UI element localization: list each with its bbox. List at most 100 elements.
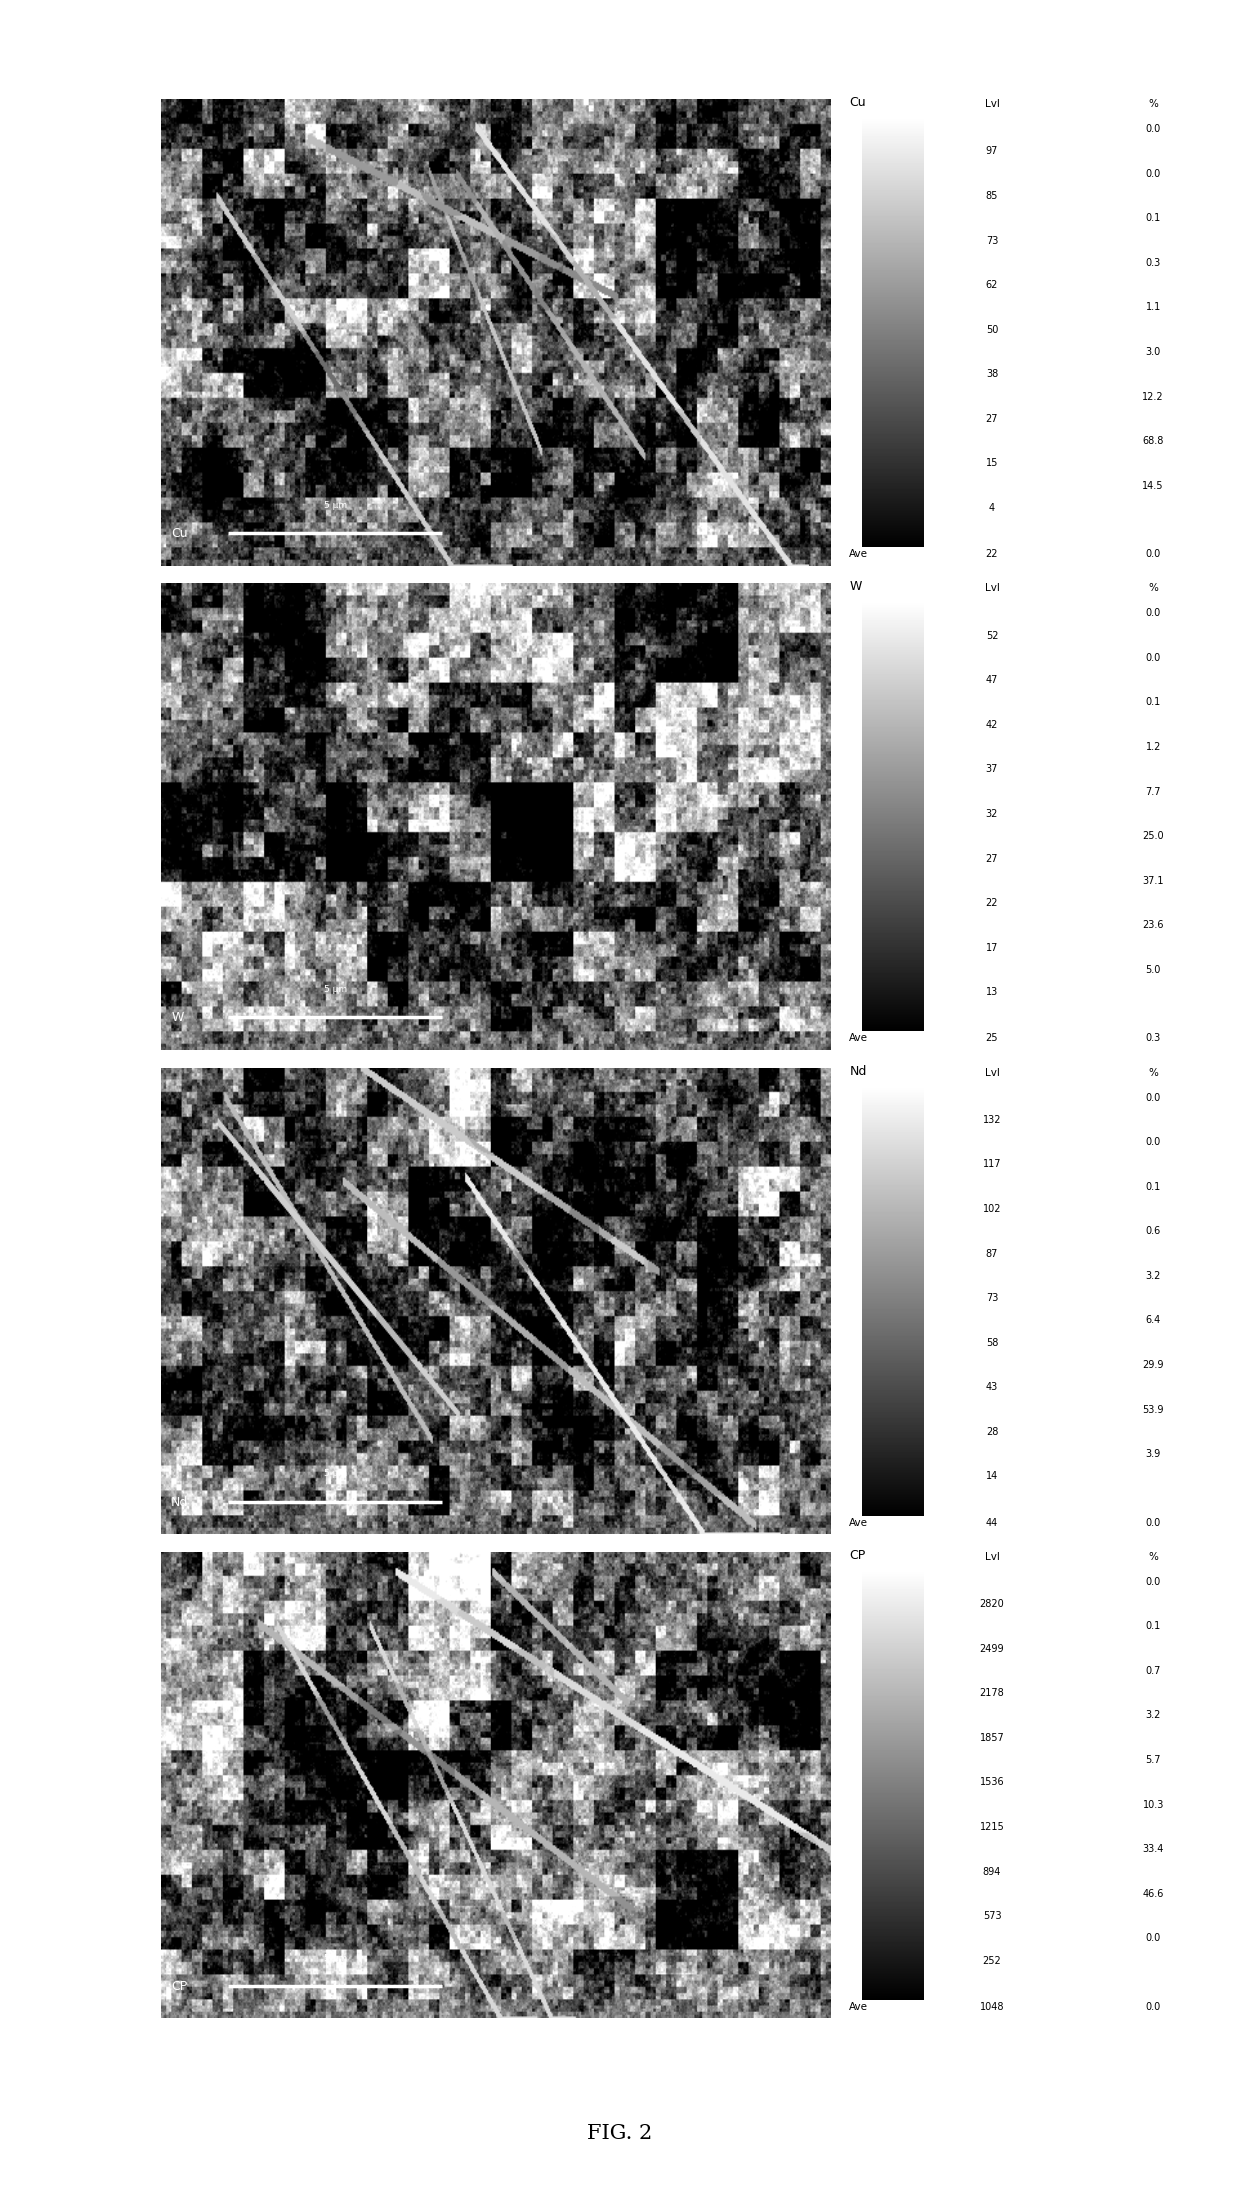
Text: %: %	[1148, 1068, 1158, 1077]
Text: 5 μm: 5 μm	[324, 1955, 347, 1963]
Text: 17: 17	[986, 942, 998, 953]
Text: 32: 32	[986, 810, 998, 818]
Text: 0.1: 0.1	[1146, 697, 1161, 708]
Text: Cu: Cu	[849, 97, 866, 108]
Text: Ave: Ave	[849, 2001, 868, 2012]
Text: 6.4: 6.4	[1146, 1315, 1161, 1326]
Text: 53.9: 53.9	[1142, 1405, 1164, 1414]
Text: 0.3: 0.3	[1146, 1032, 1161, 1043]
Text: Lvl: Lvl	[985, 582, 999, 593]
Text: 87: 87	[986, 1249, 998, 1260]
Text: W: W	[849, 580, 862, 593]
Text: 894: 894	[983, 1866, 1001, 1877]
Text: 5 μm: 5 μm	[324, 501, 347, 510]
Text: 0.0: 0.0	[1146, 1577, 1161, 1586]
Text: 7.7: 7.7	[1146, 788, 1161, 796]
Text: 42: 42	[986, 719, 998, 730]
Text: 132: 132	[983, 1114, 1001, 1125]
Text: 0.0: 0.0	[1146, 1136, 1161, 1147]
Text: 14: 14	[986, 1471, 998, 1482]
Text: 1857: 1857	[980, 1732, 1004, 1743]
Text: 62: 62	[986, 280, 998, 291]
Text: 13: 13	[986, 988, 998, 997]
Text: Lvl: Lvl	[985, 1551, 999, 1562]
Text: 33.4: 33.4	[1142, 1844, 1164, 1855]
Text: 1.1: 1.1	[1146, 302, 1161, 313]
Text: 22: 22	[986, 549, 998, 558]
Text: 15: 15	[986, 459, 998, 468]
Text: 0.3: 0.3	[1146, 258, 1161, 267]
Text: 5.7: 5.7	[1146, 1756, 1161, 1765]
Text: 47: 47	[986, 675, 998, 686]
Text: 0.0: 0.0	[1146, 168, 1161, 179]
Text: 117: 117	[983, 1160, 1001, 1169]
Text: 3.2: 3.2	[1146, 1271, 1161, 1282]
Text: 37.1: 37.1	[1142, 876, 1164, 887]
Text: 3.0: 3.0	[1146, 346, 1161, 357]
Text: Lvl: Lvl	[985, 99, 999, 108]
Text: 0.1: 0.1	[1146, 1182, 1161, 1191]
Text: 50: 50	[986, 324, 998, 335]
Text: 68.8: 68.8	[1142, 437, 1164, 446]
Text: 73: 73	[986, 1293, 998, 1304]
Text: 2820: 2820	[980, 1599, 1004, 1608]
Text: 22: 22	[986, 898, 998, 909]
Text: Lvl: Lvl	[985, 1068, 999, 1077]
Text: 0.6: 0.6	[1146, 1227, 1161, 1235]
Text: 23.6: 23.6	[1142, 920, 1164, 931]
Text: 46.6: 46.6	[1142, 1888, 1164, 1899]
Text: 0.7: 0.7	[1146, 1666, 1161, 1677]
Text: Nd: Nd	[849, 1065, 867, 1077]
Text: Ave: Ave	[849, 1518, 868, 1527]
Text: 2178: 2178	[980, 1688, 1004, 1699]
Text: 12.2: 12.2	[1142, 393, 1164, 401]
Text: 0.1: 0.1	[1146, 1621, 1161, 1630]
Text: W: W	[171, 1010, 184, 1024]
Text: 2499: 2499	[980, 1643, 1004, 1654]
Text: %: %	[1148, 1551, 1158, 1562]
Text: 37: 37	[986, 763, 998, 774]
Text: CP: CP	[849, 1549, 866, 1562]
Text: 38: 38	[986, 368, 998, 379]
Text: 44: 44	[986, 1518, 998, 1527]
Text: %: %	[1148, 582, 1158, 593]
Text: 102: 102	[983, 1204, 1001, 1213]
Text: %: %	[1148, 99, 1158, 108]
Text: 1215: 1215	[980, 1822, 1004, 1831]
Text: 0.0: 0.0	[1146, 1518, 1161, 1527]
Text: 0.0: 0.0	[1146, 1092, 1161, 1103]
Text: 85: 85	[986, 192, 998, 201]
Text: 29.9: 29.9	[1142, 1361, 1164, 1370]
Text: CP: CP	[171, 1979, 187, 1992]
Text: 28: 28	[986, 1427, 998, 1436]
Text: 5 μm: 5 μm	[324, 1469, 347, 1478]
Text: 3.9: 3.9	[1146, 1449, 1161, 1458]
Text: 43: 43	[986, 1383, 998, 1392]
Text: 58: 58	[986, 1337, 998, 1348]
Text: 27: 27	[986, 415, 998, 424]
Text: 5 μm: 5 μm	[324, 986, 347, 995]
Text: 252: 252	[982, 1957, 1002, 1966]
Text: 1048: 1048	[980, 2001, 1004, 2012]
Text: 27: 27	[986, 854, 998, 863]
Text: 4: 4	[990, 503, 994, 514]
Text: 0.0: 0.0	[1146, 124, 1161, 135]
Text: 1.2: 1.2	[1146, 741, 1161, 752]
Text: Cu: Cu	[171, 527, 188, 540]
Text: 25.0: 25.0	[1142, 832, 1164, 840]
Text: 73: 73	[986, 236, 998, 245]
Text: 25: 25	[986, 1032, 998, 1043]
Text: 573: 573	[982, 1910, 1002, 1921]
Text: 0.0: 0.0	[1146, 653, 1161, 662]
Text: FIG. 2: FIG. 2	[588, 2124, 652, 2142]
Text: Ave: Ave	[849, 1032, 868, 1043]
Text: 5.0: 5.0	[1146, 964, 1161, 975]
Text: 1536: 1536	[980, 1778, 1004, 1787]
Text: 14.5: 14.5	[1142, 481, 1164, 490]
Text: 10.3: 10.3	[1142, 1800, 1164, 1809]
Text: 0.0: 0.0	[1146, 609, 1161, 618]
Text: Ave: Ave	[849, 549, 868, 558]
Text: 3.2: 3.2	[1146, 1710, 1161, 1721]
Text: 0.0: 0.0	[1146, 1932, 1161, 1943]
Text: 52: 52	[986, 631, 998, 640]
